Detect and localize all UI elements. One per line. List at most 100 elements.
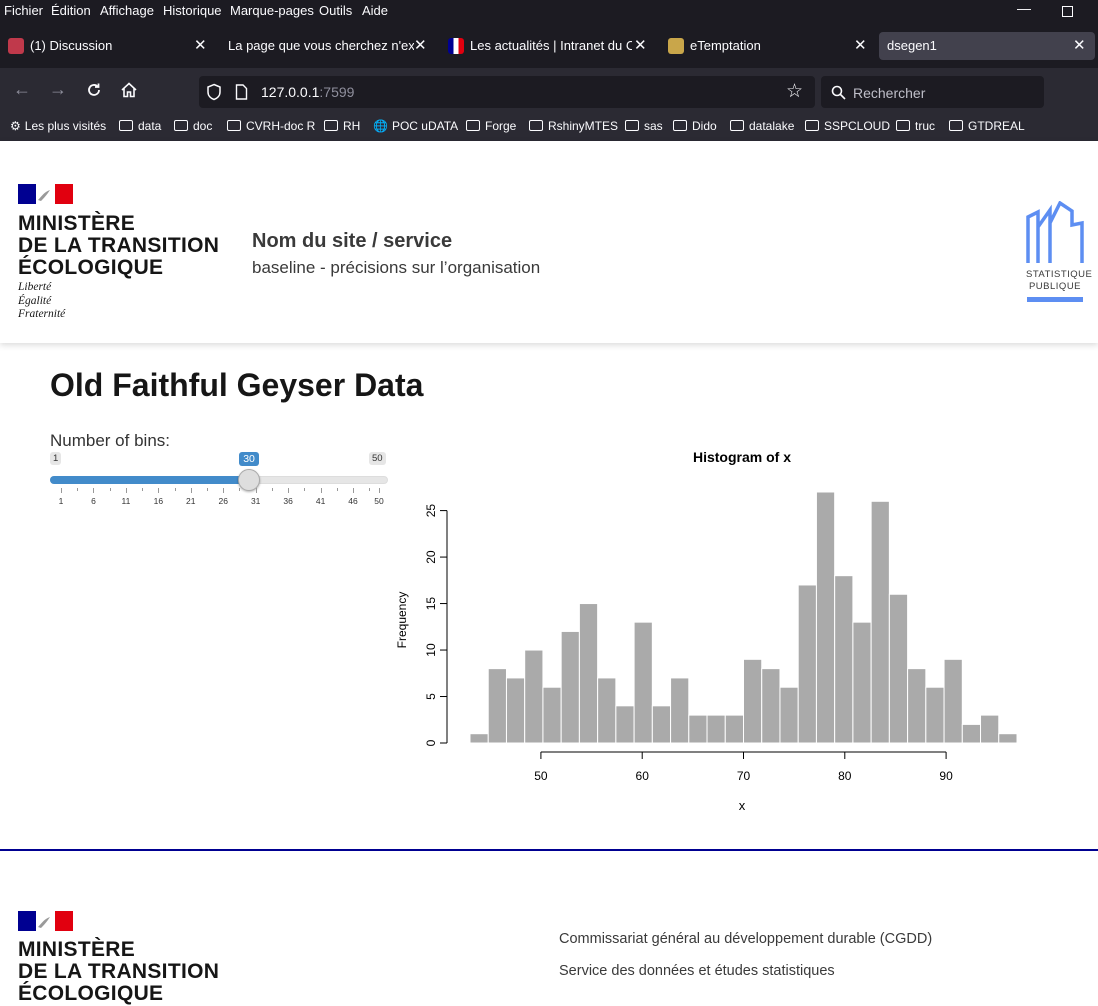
site-name[interactable]: Nom du site / service bbox=[252, 230, 453, 252]
bookmark-most-visited[interactable]: ⚙ Les plus visités bbox=[10, 119, 106, 133]
bookmark-label: RH bbox=[343, 119, 361, 133]
bookmark-rshinymtes[interactable]: RshinyMTES bbox=[529, 119, 618, 133]
folder-icon bbox=[730, 120, 744, 131]
slider-tick-label: 50 bbox=[374, 496, 384, 506]
url-bar[interactable]: 127.0.0.1:7599 ☆ bbox=[199, 76, 815, 108]
close-tab-icon[interactable]: ✕ bbox=[194, 37, 207, 54]
histogram-bar bbox=[560, 630, 580, 744]
site-baseline: baseline - précisions sur l’organisation bbox=[252, 258, 541, 277]
tab-etemptation[interactable]: eTemptation ✕ bbox=[660, 32, 874, 60]
menu-aide[interactable]: Aide bbox=[362, 3, 389, 18]
folder-icon bbox=[227, 120, 241, 131]
slider-min-label: 1 bbox=[50, 452, 62, 465]
histogram-bar bbox=[888, 593, 909, 744]
bookmark-truc[interactable]: truc bbox=[896, 119, 935, 133]
slider-value-label: 30 bbox=[239, 452, 259, 466]
close-tab-icon[interactable]: ✕ bbox=[1073, 37, 1086, 54]
page-icon[interactable] bbox=[235, 84, 248, 100]
x-tick-label: 60 bbox=[636, 769, 650, 783]
slider-minor-tick bbox=[77, 488, 79, 491]
y-tick-label: 25 bbox=[424, 504, 438, 518]
tab-page-not-found[interactable]: La page que vous cherchez n'existe ✕ bbox=[220, 32, 434, 60]
menu-outils[interactable]: Outils bbox=[319, 3, 353, 18]
bookmark-label: data bbox=[138, 119, 162, 133]
tab-intranet[interactable]: Les actualités | Intranet du CGD ✕ bbox=[440, 32, 654, 60]
motto-line: Fraternité bbox=[18, 308, 66, 320]
histogram-bar bbox=[980, 714, 1000, 744]
footer-cgdd-text: Commissariat général au développement du… bbox=[559, 931, 933, 947]
url-text[interactable]: 127.0.0.1:7599 bbox=[261, 84, 354, 100]
histogram-bar bbox=[998, 733, 1018, 744]
bookmark-rh[interactable]: RH bbox=[324, 119, 360, 133]
bookmark-forge[interactable]: Forge bbox=[466, 119, 516, 133]
y-tick-label: 20 bbox=[424, 550, 438, 564]
x-tick-label: 80 bbox=[838, 769, 852, 783]
footer-marianne-logo bbox=[18, 911, 73, 931]
menu-historique[interactable]: Historique bbox=[163, 3, 222, 18]
bookmark-sspcloud[interactable]: SSPCLOUD bbox=[805, 119, 890, 133]
bookmark-label: SSPCLOUD bbox=[824, 119, 891, 133]
tab-title: dsegen1 bbox=[887, 38, 937, 53]
slider-major-tick bbox=[288, 488, 290, 493]
motto-line: Égalité bbox=[18, 294, 52, 307]
bookmark-gtdreal[interactable]: GTDREAL bbox=[949, 119, 1025, 133]
slider-major-tick bbox=[190, 488, 192, 493]
histogram-bar bbox=[524, 649, 544, 744]
folder-icon bbox=[466, 120, 480, 131]
folder-icon bbox=[673, 120, 687, 131]
url-port: :7599 bbox=[319, 84, 355, 100]
folder-icon bbox=[949, 120, 963, 131]
bookmark-cvrh[interactable]: CVRH-doc R bbox=[227, 119, 315, 133]
close-tab-icon[interactable]: ✕ bbox=[414, 37, 427, 54]
shield-icon[interactable] bbox=[206, 83, 222, 101]
bookmark-star-icon[interactable]: ☆ bbox=[786, 81, 804, 102]
bookmark-data[interactable]: data bbox=[119, 119, 161, 133]
footer-ministry-name: MINISTÈRE DE LA TRANSITION ÉCOLOGIQUE bbox=[18, 939, 219, 1005]
back-arrow-icon[interactable]: ← bbox=[13, 79, 31, 99]
x-tick-label: 90 bbox=[939, 769, 953, 783]
bookmark-doc[interactable]: doc bbox=[174, 119, 212, 133]
minimize-icon[interactable]: — bbox=[1017, 0, 1031, 16]
histogram-bar bbox=[469, 733, 489, 744]
histogram-bar bbox=[724, 714, 744, 744]
slider-handle[interactable] bbox=[238, 469, 261, 491]
histogram-bar bbox=[706, 714, 726, 744]
bookmark-label: Forge bbox=[485, 119, 517, 133]
menu-affichage[interactable]: Affichage bbox=[100, 3, 154, 18]
sp-line: STATISTIQUE bbox=[1026, 269, 1093, 280]
maximize-icon[interactable] bbox=[1062, 6, 1073, 17]
tab-dsegen1[interactable]: dsegen1 ✕ bbox=[879, 32, 1095, 60]
histogram-bar bbox=[670, 677, 690, 744]
bins-slider[interactable]: 1 50 30 1 6 11 16 21 26 31 36 41 46 50 bbox=[50, 452, 390, 512]
reload-icon[interactable] bbox=[85, 81, 103, 99]
menu-marque-pages[interactable]: Marque-pages bbox=[230, 3, 314, 18]
menu-edition[interactable]: Édition bbox=[51, 3, 91, 18]
folder-icon bbox=[119, 120, 133, 131]
ministry-line: MINISTÈRE bbox=[18, 938, 136, 961]
marianne-logo bbox=[18, 184, 73, 204]
slider-minor-tick bbox=[304, 488, 306, 491]
bookmark-sas[interactable]: sas bbox=[625, 119, 663, 133]
slider-tick-label: 41 bbox=[315, 496, 326, 506]
close-tab-icon[interactable]: ✕ bbox=[634, 37, 647, 54]
home-icon[interactable] bbox=[120, 81, 138, 99]
menu-fichier[interactable]: Fichier bbox=[4, 3, 44, 18]
footer-divider bbox=[0, 849, 1098, 851]
tab-title: (1) Discussion bbox=[30, 38, 113, 53]
histogram-bar bbox=[597, 677, 617, 744]
histogram-bar bbox=[761, 668, 781, 744]
bookmark-label: RshinyMTES bbox=[548, 119, 619, 133]
close-tab-icon[interactable]: ✕ bbox=[854, 37, 867, 54]
slider-major-tick bbox=[320, 488, 322, 493]
tab-discussion[interactable]: (1) Discussion ✕ bbox=[0, 32, 214, 60]
x-axis-label: x bbox=[739, 798, 746, 813]
histogram-bar bbox=[505, 677, 526, 744]
bookmark-datalake[interactable]: datalake bbox=[730, 119, 794, 133]
histogram-bar bbox=[852, 621, 872, 744]
statistique-publique-label: STATISTIQUE PUBLIQUE bbox=[1026, 269, 1093, 293]
forward-arrow-icon[interactable]: → bbox=[49, 79, 67, 99]
slider-major-tick bbox=[93, 488, 95, 493]
bookmark-dido[interactable]: Dido bbox=[673, 119, 717, 133]
bookmark-poc-udata[interactable]: 🌐 POC uDATA bbox=[373, 119, 458, 133]
search-bar[interactable]: Rechercher bbox=[821, 76, 1044, 108]
